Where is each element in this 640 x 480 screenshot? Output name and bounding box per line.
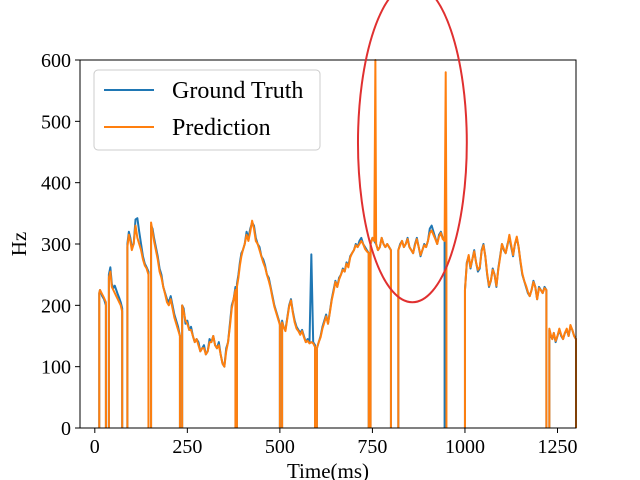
y-tick-label: 300 bbox=[41, 234, 71, 256]
x-axis-label: Time(ms) bbox=[287, 459, 369, 480]
series-prediction bbox=[98, 59, 577, 428]
x-tick-label: 1250 bbox=[537, 436, 577, 458]
y-tick-label: 200 bbox=[41, 295, 71, 317]
series-layer bbox=[98, 59, 577, 428]
x-tick-label: 250 bbox=[172, 436, 202, 458]
x-tick-label: 0 bbox=[90, 436, 100, 458]
legend-label: Prediction bbox=[172, 115, 271, 141]
y-tick-label: 600 bbox=[41, 50, 71, 72]
series-line bbox=[98, 59, 577, 428]
x-tick-label: 500 bbox=[265, 436, 295, 458]
ticks-layer: 0 250 500 750 1000 1250 0 100 200 300 400 500 600 bbox=[41, 50, 577, 458]
x-tick-label: 1000 bbox=[445, 436, 485, 458]
y-tick-label: 100 bbox=[41, 357, 71, 379]
y-tick-label: 400 bbox=[41, 173, 71, 195]
legend-label: Ground Truth bbox=[172, 78, 303, 104]
legend: Ground Truth Prediction bbox=[93, 69, 321, 151]
y-axis-label: Hz bbox=[7, 232, 31, 257]
x-tick-label: 750 bbox=[357, 436, 387, 458]
y-tick-label: 500 bbox=[41, 111, 71, 133]
y-tick-label: 0 bbox=[61, 418, 71, 440]
annotation-ellipse bbox=[356, 0, 468, 304]
